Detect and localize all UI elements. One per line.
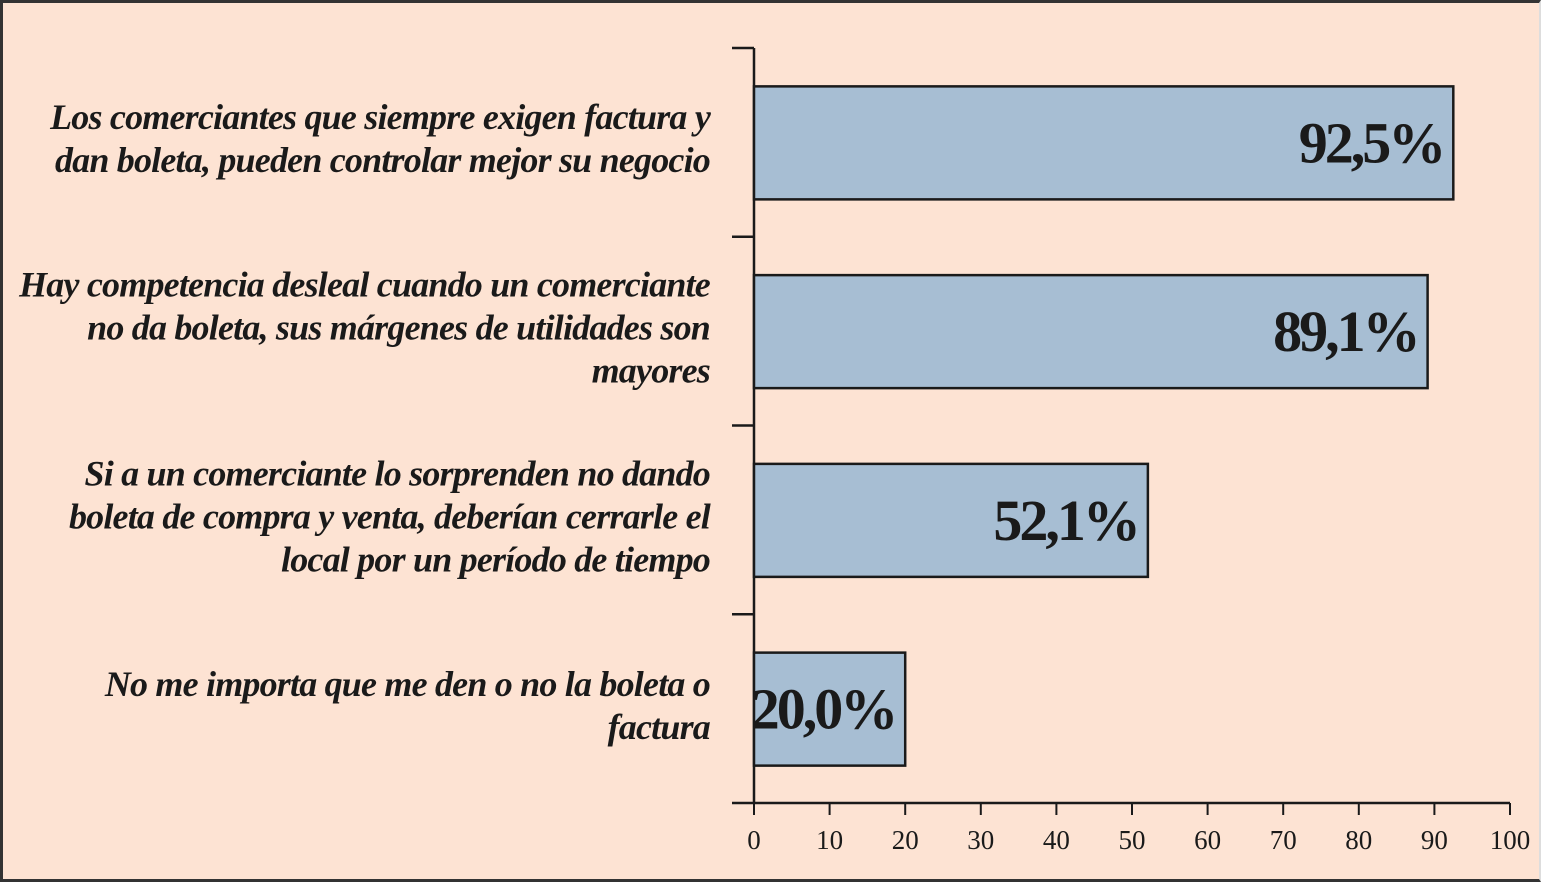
x-tick-label: 70 (1270, 825, 1297, 855)
value-label: 52,1% (993, 488, 1138, 553)
x-tick-label: 40 (1043, 825, 1070, 855)
bar (752, 651, 907, 767)
x-tick-label: 30 (967, 825, 994, 855)
value-label: 92,5% (1299, 110, 1444, 175)
value-label: 89,1% (1273, 299, 1418, 364)
plot: 0 10 20 30 40 50 60 70 80 90 100 92,5% 89,1% 52,1% 20,… (732, 46, 1531, 855)
category-label: Si a un comerciante lo sorprenden no dan… (68, 453, 711, 580)
x-tick-label: 50 (1119, 825, 1146, 855)
category-label: No me importa que me den o no la boleta … (104, 663, 711, 747)
bar (752, 273, 1429, 390)
category-label: Hay competencia desleal cuando un comerc… (19, 264, 711, 391)
x-tick-label: 0 (747, 825, 761, 855)
x-tick-label: 80 (1345, 825, 1372, 855)
x-tick-label: 90 (1421, 825, 1448, 855)
x-tick-label: 60 (1194, 825, 1221, 855)
value-label: 20,0% (751, 677, 896, 742)
x-tick-label: 100 (1490, 825, 1531, 855)
bar (752, 462, 1150, 579)
x-tick-label: 20 (892, 825, 919, 855)
x-tick-label: 10 (816, 825, 843, 855)
bar (752, 85, 1455, 201)
category-label: Los comerciantes que siempre exigen fact… (50, 97, 711, 181)
